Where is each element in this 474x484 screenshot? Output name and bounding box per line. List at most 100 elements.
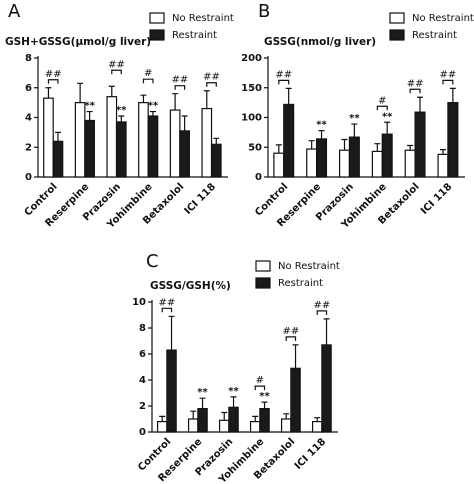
significance-marker: **: [228, 386, 239, 397]
bar: [84, 119, 95, 178]
bracket-label: ##: [407, 78, 424, 89]
panel-letter: C: [146, 251, 159, 272]
legend-swatch: [389, 12, 405, 24]
bar: [311, 421, 323, 433]
x-tick-label: ICI 118: [183, 181, 218, 216]
legend-label: No Restraint: [278, 261, 340, 272]
error-bar: [384, 121, 391, 135]
bar: [201, 107, 213, 178]
bar: [249, 421, 261, 433]
error-bar: [77, 82, 84, 103]
bar: [447, 102, 459, 178]
significance-marker: **: [197, 387, 208, 398]
error-bar: [203, 90, 210, 109]
error-bar: [181, 115, 188, 131]
error-bar: [108, 85, 115, 97]
bar: [283, 103, 295, 178]
bar: [280, 418, 292, 433]
error-bar: [449, 87, 456, 103]
bracket-label: #: [144, 68, 152, 79]
bracket: [142, 78, 154, 84]
bar: [169, 109, 181, 178]
y-tick-label: 0: [25, 172, 32, 183]
legend-label: Restraint: [278, 278, 323, 289]
bracket-label: ##: [108, 59, 125, 70]
bracket-label: #: [378, 95, 386, 106]
bracket: [285, 336, 297, 341]
error-bar: [252, 415, 259, 422]
y-tick-label: 100: [241, 113, 262, 124]
bracket-label: #: [256, 375, 264, 386]
significance-marker: **: [259, 391, 270, 402]
error-bar: [440, 149, 447, 155]
error-bar: [292, 344, 299, 369]
bracket: [47, 79, 59, 84]
bracket-label: ##: [440, 69, 457, 80]
bar: [187, 418, 199, 433]
error-bar: [308, 140, 315, 150]
significance-marker: **: [382, 111, 393, 122]
legend-swatch: [255, 260, 271, 272]
legend-swatch: [149, 12, 165, 24]
bar: [218, 419, 230, 433]
significance-marker: **: [84, 101, 95, 112]
x-tick-label: ICI 118: [419, 181, 454, 216]
bracket: [161, 307, 173, 313]
y-tick-label: 200: [241, 53, 262, 64]
error-bar: [314, 417, 321, 422]
error-bar: [341, 138, 348, 151]
legend-label: Restraint: [412, 30, 457, 41]
legend-label: No Restraint: [412, 13, 474, 24]
bar: [147, 115, 159, 178]
bracket-label: ##: [313, 300, 330, 311]
bracket: [316, 310, 328, 315]
bar: [52, 140, 64, 178]
error-bar: [149, 110, 156, 117]
bracket-label: ##: [158, 297, 175, 308]
bar: [210, 143, 222, 178]
error-bar: [190, 410, 197, 419]
bar: [156, 421, 168, 433]
error-bar: [213, 137, 220, 145]
y-tick-label: 150: [241, 83, 262, 94]
bar: [273, 152, 285, 178]
y-tick-label: 6: [139, 349, 146, 360]
error-bar: [261, 401, 268, 409]
y-tick-label: 2: [139, 401, 146, 412]
significance-marker: **: [349, 113, 360, 124]
error-bar: [118, 115, 125, 122]
y-tick-label: 4: [139, 375, 146, 386]
bracket: [442, 79, 454, 85]
bar: [437, 153, 449, 178]
bracket: [376, 105, 388, 111]
bar: [115, 121, 127, 178]
y-tick-label: 0: [255, 172, 262, 183]
bracket-label: ##: [282, 326, 299, 337]
bar: [179, 130, 190, 178]
bracket: [409, 88, 421, 94]
chart-title: GSSG(nmol/g liver): [264, 36, 376, 48]
y-tick-label: 4: [25, 113, 32, 124]
significance-marker: **: [148, 101, 159, 112]
bar: [321, 344, 332, 433]
error-bar: [417, 96, 424, 113]
bar: [414, 111, 426, 178]
bar: [138, 102, 149, 178]
error-bar: [45, 87, 52, 99]
bar: [381, 133, 393, 178]
bar: [315, 138, 328, 178]
bar: [338, 149, 351, 178]
error-bar: [407, 144, 414, 151]
y-tick-label: 0: [139, 427, 146, 438]
bar: [228, 406, 239, 433]
error-bar: [140, 94, 147, 103]
bar: [290, 367, 301, 433]
x-tick-label: ICI 118: [293, 436, 328, 471]
bar: [166, 349, 177, 433]
bracket-label: ##: [45, 69, 62, 80]
bar: [404, 149, 416, 178]
legend-label: No Restraint: [172, 13, 234, 24]
panel-letter: B: [258, 1, 270, 22]
bracket-label: ##: [275, 69, 292, 80]
